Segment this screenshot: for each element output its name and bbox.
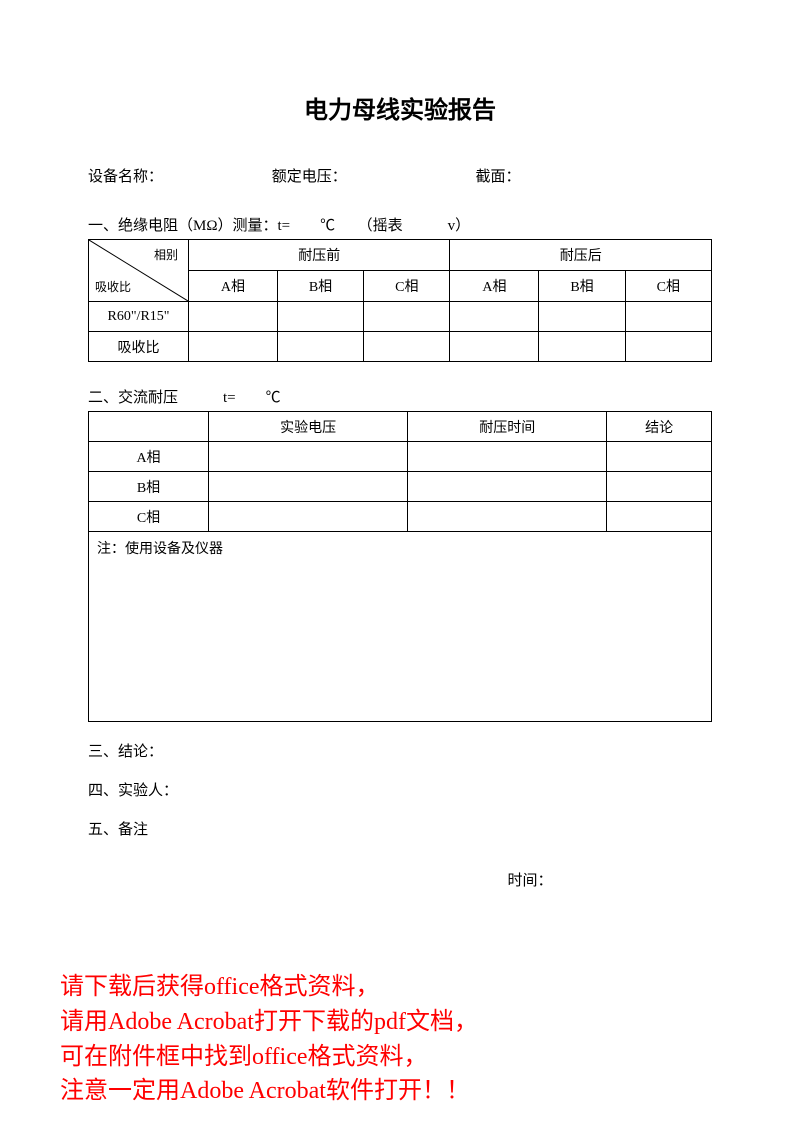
- ac-withstand-table: 实验电压 耐压时间 结论 A相 B相 C相 注：使用设备及仪器: [88, 411, 712, 722]
- col-a-before: A相: [189, 271, 278, 302]
- rated-voltage-label: 额定电压：: [272, 165, 472, 186]
- table-cell: [408, 502, 607, 532]
- table-cell: [189, 302, 278, 332]
- table-cell: [209, 502, 408, 532]
- insulation-table: 相别 吸收比 耐压前 耐压后 A相 B相 C相 A相 B相 C相 R60"/R1…: [88, 239, 712, 362]
- time-label: 时间：: [348, 869, 712, 890]
- col-a-after: A相: [450, 271, 539, 302]
- row-r60: R60"/R15": [89, 302, 189, 332]
- col-b-before: B相: [277, 271, 363, 302]
- table-cell: [607, 442, 712, 472]
- table-cell: [539, 302, 625, 332]
- table-cell: [539, 332, 625, 362]
- row-a: A相: [89, 442, 209, 472]
- table-cell: [209, 472, 408, 502]
- col-test-voltage: 实验电压: [209, 412, 408, 442]
- diag-header-cell: 相别 吸收比: [89, 240, 189, 302]
- footer-lines: 三、结论： 四、实验人： 五、备注: [88, 740, 712, 839]
- diag-top-label: 相别: [154, 246, 178, 263]
- table-cell: [625, 302, 711, 332]
- notice-line-3: 可在附件框中找到office格式资料，: [60, 1040, 800, 1075]
- table-cell: [364, 302, 450, 332]
- section4-tester: 四、实验人：: [88, 779, 712, 800]
- table-cell: [408, 442, 607, 472]
- section5-remark: 五、备注: [88, 818, 712, 839]
- table-cell: [277, 332, 363, 362]
- page-title: 电力母线实验报告: [88, 90, 712, 125]
- blank-header: [89, 412, 209, 442]
- notice-line-1: 请下载后获得office格式资料，: [60, 970, 800, 1005]
- col-duration: 耐压时间: [408, 412, 607, 442]
- table-cell: [408, 472, 607, 502]
- table-cell: [450, 332, 539, 362]
- cross-section-label: 截面：: [476, 165, 521, 186]
- table-cell: [209, 442, 408, 472]
- info-row: 设备名称： 额定电压： 截面：: [88, 165, 712, 186]
- after-header: 耐压后: [450, 240, 712, 271]
- row-c: C相: [89, 502, 209, 532]
- col-b-after: B相: [539, 271, 625, 302]
- row-absorb: 吸收比: [89, 332, 189, 362]
- table-cell: [607, 472, 712, 502]
- col-c-after: C相: [625, 271, 711, 302]
- col-c-before: C相: [364, 271, 450, 302]
- equipment-note-cell: 注：使用设备及仪器: [89, 532, 712, 722]
- before-header: 耐压前: [189, 240, 450, 271]
- download-notice: 请下载后获得office格式资料， 请用Adobe Acrobat打开下载的pd…: [60, 970, 800, 1109]
- table-cell: [189, 332, 278, 362]
- section3-conclusion: 三、结论：: [88, 740, 712, 761]
- diag-bot-label: 吸收比: [95, 278, 131, 295]
- col-conclusion: 结论: [607, 412, 712, 442]
- section1-heading: 一、绝缘电阻（MΩ）测量：t= ℃ （摇表 v）: [88, 214, 712, 235]
- section2-heading: 二、交流耐压 t= ℃: [88, 386, 712, 407]
- table-cell: [450, 302, 539, 332]
- device-name-label: 设备名称：: [88, 165, 268, 186]
- table-cell: [607, 502, 712, 532]
- notice-line-2: 请用Adobe Acrobat打开下载的pdf文档，: [60, 1005, 800, 1040]
- notice-line-4: 注意一定用Adobe Acrobat软件打开！！: [60, 1074, 800, 1109]
- table-cell: [625, 332, 711, 362]
- row-b: B相: [89, 472, 209, 502]
- table-cell: [364, 332, 450, 362]
- table-cell: [277, 302, 363, 332]
- document-page: 电力母线实验报告 设备名称： 额定电压： 截面： 一、绝缘电阻（MΩ）测量：t=…: [0, 0, 800, 890]
